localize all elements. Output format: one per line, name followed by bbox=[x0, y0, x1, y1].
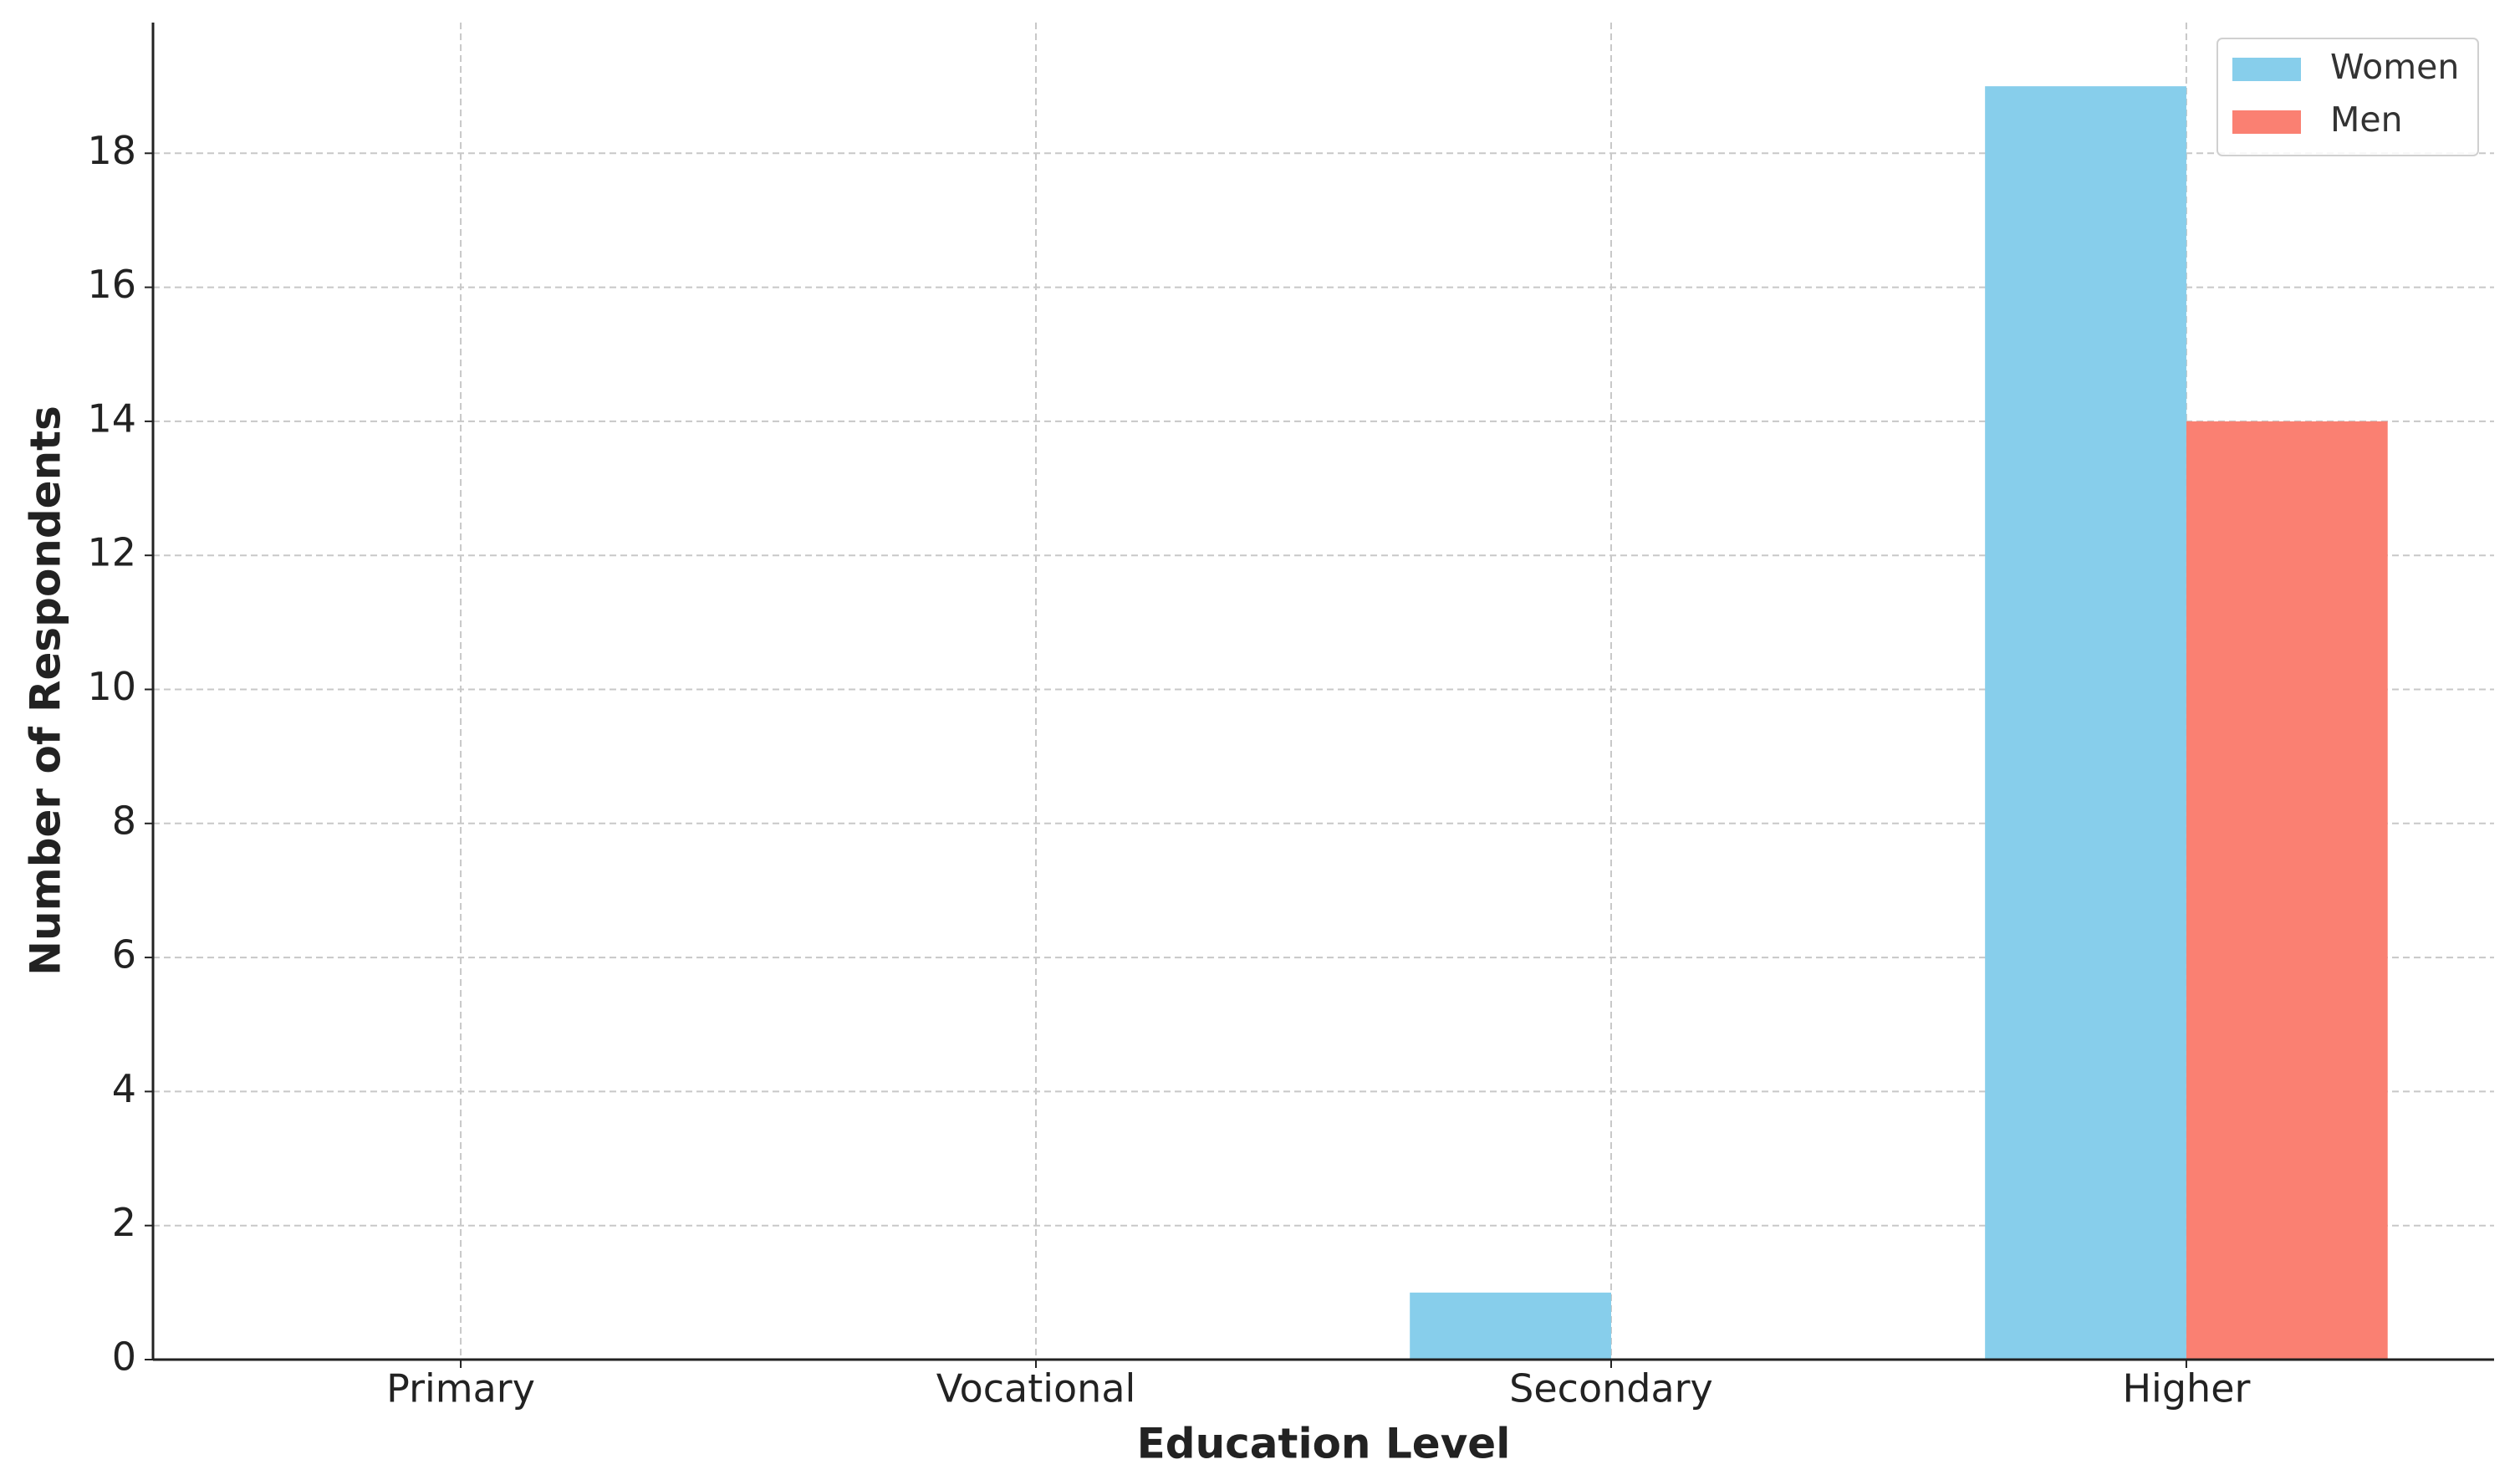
y-tick-label: 0 bbox=[112, 1335, 136, 1380]
y-tick-label: 18 bbox=[87, 128, 136, 173]
legend-label: Men bbox=[2330, 100, 2403, 140]
legend-swatch bbox=[2232, 110, 2301, 134]
legend-swatch bbox=[2232, 58, 2301, 81]
y-tick-label: 12 bbox=[87, 530, 136, 575]
legend: Women Men bbox=[2216, 38, 2479, 156]
y-tick-label: 16 bbox=[87, 262, 136, 307]
y-tick-label: 2 bbox=[112, 1200, 136, 1245]
y-tick-label: 4 bbox=[112, 1066, 136, 1111]
legend-label: Women bbox=[2330, 47, 2459, 87]
x-tick-label: Higher bbox=[2122, 1366, 2250, 1411]
bar bbox=[1985, 86, 2186, 1360]
y-tick-label: 14 bbox=[87, 396, 136, 441]
x-tick-label: Vocational bbox=[936, 1366, 1136, 1411]
x-axis-label: Education Level bbox=[1137, 1420, 1511, 1468]
bar bbox=[2186, 421, 2388, 1360]
x-tick-label: Primary bbox=[386, 1366, 535, 1411]
x-tick-label: Secondary bbox=[1509, 1366, 1713, 1411]
y-tick-label: 8 bbox=[112, 798, 136, 843]
y-tick-label: 6 bbox=[112, 932, 136, 977]
y-tick-label: 10 bbox=[87, 664, 136, 709]
bar bbox=[1410, 1292, 1611, 1360]
y-axis-label: Number of Respondents bbox=[22, 406, 70, 976]
